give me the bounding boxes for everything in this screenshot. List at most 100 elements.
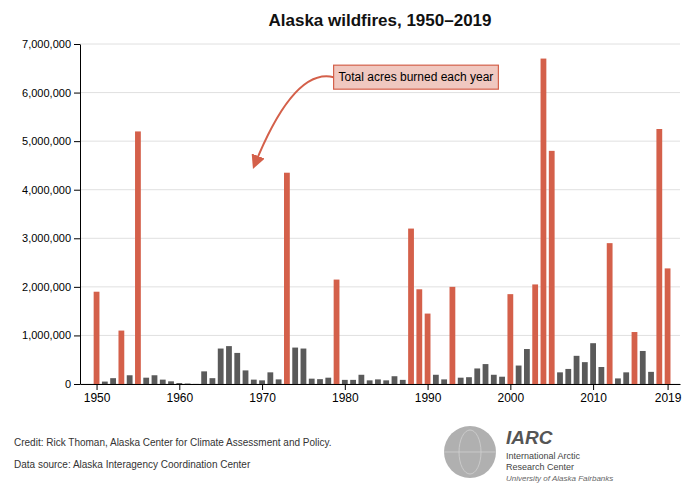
bar: [524, 349, 530, 384]
bar: [491, 375, 497, 384]
x-tick-label: 1970: [249, 391, 276, 405]
bar: [590, 343, 596, 384]
x-axis-line: [81, 384, 681, 385]
y-tick: 0: [65, 378, 80, 390]
bar: [441, 379, 447, 384]
bar: [243, 370, 249, 384]
x-tick: 1990: [415, 384, 442, 405]
bar: [400, 380, 406, 384]
y-tick: 6,000,000: [22, 87, 80, 99]
bar: [193, 383, 199, 384]
bar: [102, 382, 108, 384]
grid-line: [80, 335, 680, 336]
x-tick-mark: [428, 384, 429, 390]
y-tick: 2,000,000: [22, 281, 80, 293]
x-tick-mark: [262, 384, 263, 390]
bar: [118, 331, 124, 384]
logo-text: International Arctic: [506, 451, 581, 461]
bar: [632, 332, 638, 384]
bar: [375, 379, 381, 384]
y-tick-label: 2,000,000: [22, 281, 71, 293]
bar: [218, 349, 224, 384]
bar: [656, 129, 662, 384]
bar: [358, 375, 364, 384]
bar: [301, 349, 307, 384]
y-tick: 7,000,000: [22, 38, 80, 50]
bar: [317, 379, 323, 384]
y-tick-mark: [74, 335, 80, 336]
annotation: Total acres burned each year: [254, 65, 498, 166]
bar: [135, 131, 141, 384]
grid-line: [80, 141, 680, 142]
bar: [557, 372, 563, 384]
bar: [127, 375, 133, 384]
x-tick-mark: [97, 384, 98, 390]
x-tick-label: 1980: [332, 391, 359, 405]
bar: [549, 151, 555, 384]
y-tick-label: 6,000,000: [22, 87, 71, 99]
y-tick-label: 0: [65, 378, 71, 390]
y-tick: 5,000,000: [22, 135, 80, 147]
bar: [607, 243, 613, 384]
logo-text: IARC: [506, 427, 553, 448]
bar: [450, 287, 456, 384]
bar: [507, 294, 513, 384]
x-axis: 1950 1960 1970 1980 1990 2000 2010 2019: [81, 384, 682, 405]
grid-line: [80, 92, 680, 93]
annotation-box: [334, 65, 499, 89]
bar: [466, 377, 472, 384]
x-tick-label: 1960: [166, 391, 193, 405]
x-tick-mark: [179, 384, 180, 390]
x-tick-mark: [668, 384, 669, 390]
x-tick: 2000: [497, 384, 524, 405]
bar: [516, 366, 522, 384]
bar: [276, 379, 282, 384]
x-tick: 1950: [84, 384, 111, 405]
bar: [598, 367, 604, 384]
y-tick-mark: [74, 141, 80, 142]
bars: [94, 59, 671, 384]
bar: [367, 380, 373, 384]
bar: [408, 229, 414, 384]
bar: [582, 362, 588, 384]
bar: [416, 289, 422, 384]
y-tick-label: 5,000,000: [22, 135, 71, 147]
bar: [160, 380, 166, 384]
annotation-text: Total acres burned each year: [339, 70, 494, 84]
y-tick-label: 1,000,000: [22, 329, 71, 341]
title: Alaska wildfires, 1950–2019: [268, 11, 491, 30]
bar: [342, 380, 348, 384]
bar: [383, 380, 389, 384]
x-tick: 2010: [580, 384, 607, 405]
bar: [574, 356, 580, 384]
bar: [210, 378, 216, 384]
grid-line: [80, 238, 680, 239]
logo-text: University of Alaska Fairbanks: [506, 474, 613, 483]
bar: [640, 351, 646, 384]
chart: 01,000,0002,000,0003,000,0004,000,0005,0…: [0, 0, 700, 494]
bar: [623, 372, 629, 384]
bar: [334, 280, 340, 384]
logo-text: Research Center: [506, 462, 574, 472]
y-tick: 1,000,000: [22, 329, 80, 341]
bar: [532, 284, 538, 384]
bar: [309, 379, 315, 384]
bar: [251, 380, 257, 384]
y-tick-mark: [74, 238, 80, 239]
bar: [458, 378, 464, 384]
x-tick-label: 2019: [655, 391, 682, 405]
bar: [176, 383, 182, 384]
bar: [259, 380, 265, 384]
x-tick: 1970: [249, 384, 276, 405]
x-tick: 1960: [166, 384, 193, 405]
grid: [80, 44, 680, 384]
x-tick-label: 1950: [84, 391, 111, 405]
logo: IARC International ArcticResearch Center U…: [444, 426, 613, 483]
bar: [94, 292, 100, 384]
x-tick-label: 2010: [580, 391, 607, 405]
y-tick-mark: [74, 93, 80, 94]
bar: [292, 348, 298, 384]
y-axis-line: [80, 45, 81, 385]
x-tick-label: 1990: [415, 391, 442, 405]
y-tick-label: 3,000,000: [22, 232, 71, 244]
